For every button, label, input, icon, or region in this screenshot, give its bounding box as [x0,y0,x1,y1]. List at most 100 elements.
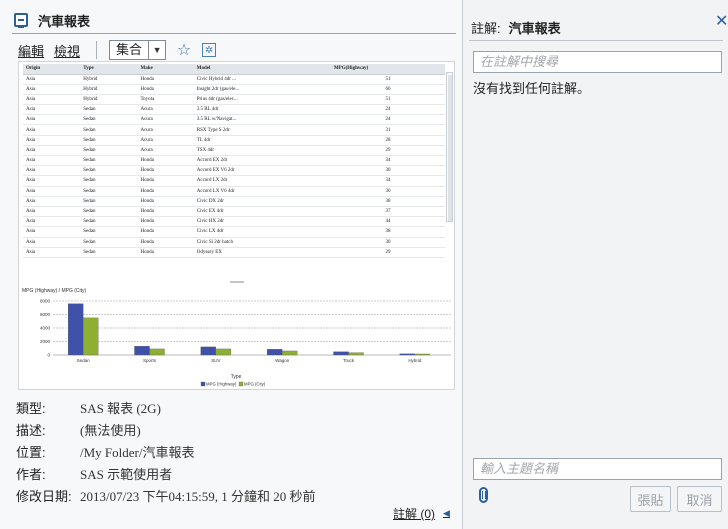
comments-panel-title: 註解: 汽車報表 [471,18,561,37]
x-tick-label: Sports [143,358,157,363]
collapse-arrow-icon[interactable]: ◀ [443,508,450,518]
header-divider [12,33,456,34]
comments-toggle-link[interactable]: 註解 (0) ◀ [393,505,450,522]
view-mode-select[interactable]: 集合 ▼ [109,40,167,60]
table-cell: Accord LX 2dr [193,175,331,187]
table-cell: 3.5 RL w/Navigat... [193,114,331,126]
view-menu[interactable]: 檢視 [54,43,81,59]
table-cell: 30 [330,237,445,248]
table-cell: Civic LX 4dr [193,226,331,238]
table-cell: Sedan [80,216,138,228]
table-cell: Sedan [80,196,138,207]
table-row[interactable]: Asia Sedan Honda Civic EX 4dr 37 [23,206,445,218]
table-row[interactable]: Asia Sedan Honda Civic LX 4dr 38 [23,226,445,238]
table-cell: Sedan [80,206,138,218]
column-header[interactable]: Model [193,64,331,75]
favorite-star-icon[interactable]: ☆ [176,42,192,59]
empty-comments-message: 沒有找到任何註解。 [473,81,591,96]
panel-divider [469,40,723,41]
column-header[interactable]: Type [80,64,138,75]
chart-bar [200,346,216,356]
table-cell: Sedan [80,124,138,136]
table-cell: Civic Hybrid 4dr ... [193,74,331,85]
table-cell: Acura [137,124,194,136]
chevron-down-icon[interactable]: ▼ [152,45,162,55]
paperclip-icon[interactable] [479,487,488,503]
table-cell: 51 [330,74,445,85]
table-row[interactable]: Asia Sedan Acura TL 4dr 28 [23,135,445,146]
splitter-handle[interactable] [230,281,244,283]
chart-title: MPG (Highway) / MPG (City) [22,288,87,294]
chart-bar [83,317,99,356]
table-row[interactable]: Asia Sedan Honda Civic DX 2dr 38 [23,196,445,207]
table-cell: Honda [137,226,194,238]
table-cell: Honda [137,175,194,187]
report-header: 汽車報表 [14,10,90,30]
table-cell: Civic DX 2dr [193,196,331,207]
table-cell: Acura [137,135,194,146]
property-label: 修改日期: [16,489,72,504]
table-row[interactable]: Asia Hybrid Honda Insight 2dr (gas/ele... 66 [23,84,445,95]
chart-bar [215,348,231,356]
table-cell: Asia [23,226,81,238]
table-cell: Prius 4dr (gas/elec... [193,94,331,106]
subject-input[interactable] [473,458,722,480]
comment-search-input[interactable] [473,51,722,73]
table-scrollbar[interactable] [446,72,453,222]
table-row[interactable]: Asia Sedan Honda Accord EX 2dr 34 [23,155,445,167]
table-row[interactable]: Asia Sedan Acura 3.5 RL w/Navigat... 24 [23,114,445,126]
close-icon[interactable]: ✕ [715,13,728,30]
legend-swatch [200,381,206,387]
y-tick-label: 0 [47,353,50,358]
table-cell: Asia [23,94,81,106]
post-button[interactable]: 張貼 [630,486,671,512]
bar-chart: MPG (Highway) / MPG (City) 0 2000 4000 6000… [22,288,451,387]
cancel-button[interactable]: 取消 [677,486,722,512]
table-cell: Sedan [80,186,138,197]
table-cell: Honda [137,247,194,258]
table-row[interactable]: Asia Hybrid Toyota Prius 4dr (gas/elec... 51 [23,94,445,106]
table-cell: Asia [23,206,81,218]
table-cell: 38 [330,196,445,207]
chart-bar [149,348,165,356]
table-row[interactable]: Asia Sedan Acura RSX Type S 2dr 31 [23,124,445,136]
table-cell: TL 4dr [193,135,331,146]
table-row[interactable]: Asia Hybrid Honda Civic Hybrid 4dr ... 51 [23,74,445,85]
legend-label: MPG (City) [244,382,266,387]
table-row[interactable]: Asia Sedan Honda Civic HX 2dr 44 [23,216,445,228]
table-row[interactable]: Asia Sedan Honda Odyssey EX 29 [23,247,445,258]
property-type: 類型: SAS 報表 (2G) [16,398,315,420]
table-cell: 30 [330,186,445,197]
data-table: Origin Type Make Model MPG(Highway) Asia Hybr… [23,64,445,278]
property-value: /My Folder/汽車報表 [80,445,195,460]
table-cell: Acura [137,104,194,116]
edit-menu[interactable]: 編輯 [18,43,45,59]
x-tick-label: Wagon [275,358,290,363]
table-cell: Acura [137,145,194,157]
table-row[interactable]: Asia Sedan Honda Accord LX V6 4dr 30 [23,186,445,197]
table-row[interactable]: Asia Sedan Honda Accord LX 2dr 34 [23,175,445,187]
chart-legend: MPG (Highway) MPG (City) [200,381,266,387]
table-cell: 3.5 RL 4dr [193,104,331,116]
table-cell: Toyota [137,94,194,106]
column-header[interactable]: MPG(Highway) [330,64,445,75]
column-header[interactable]: Origin [23,64,81,75]
x-tick-label: Hybrid [408,358,422,363]
table-row[interactable]: Asia Sedan Honda Civic Si 2dr hatch 30 [23,237,445,248]
report-title: 汽車報表 [38,13,91,29]
table-cell: Odyssey EX [193,247,331,258]
property-label: 作者: [16,467,46,482]
x-tick-label: Truck [343,358,355,363]
table-cell: Sedan [80,237,138,248]
comments-panel: 註解: 汽車報表 ✕ 沒有找到任何註解。 張貼 取消 [462,0,728,529]
column-header[interactable]: Make [137,64,194,75]
scrollbar-thumb[interactable] [448,75,452,221]
x-axis-label: Type [231,374,242,380]
table-row[interactable]: Asia Sedan Acura 3.5 RL 4dr 24 [23,104,445,116]
table-row[interactable]: Asia Sedan Acura TSX 4dr 29 [23,145,445,157]
property-value: (無法使用) [80,423,141,438]
table-cell: 51 [330,94,445,106]
chart-bar [414,353,430,356]
properties-icon[interactable]: ✲ [202,43,217,57]
table-row[interactable]: Asia Sedan Honda Accord EX V6 2dr 30 [23,165,445,177]
